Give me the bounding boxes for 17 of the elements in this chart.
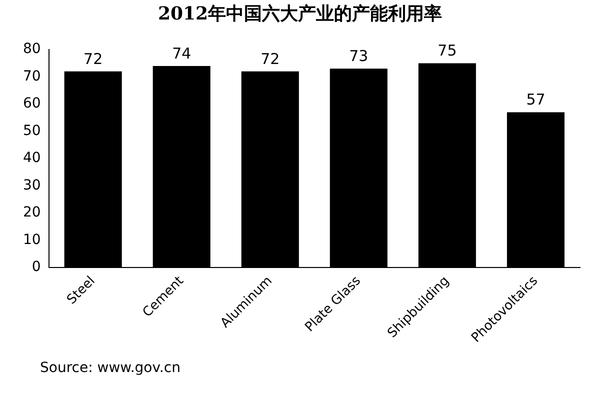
y-tick-label: 40 — [22, 150, 41, 166]
data-label: 75 — [438, 42, 457, 60]
data-label: 74 — [172, 44, 192, 62]
y-tick-label: 80 — [22, 41, 41, 58]
y-tick-label: 50 — [22, 122, 41, 139]
y-tick-label: 60 — [22, 96, 41, 112]
chart-title: 2012年中国六大产业的产能利用率 — [158, 3, 442, 24]
y-tick-label: 0 — [32, 259, 41, 276]
data-label: 72 — [260, 50, 280, 68]
y-tick-label: 70 — [22, 68, 41, 84]
source-note: Source: www.gov.cn — [40, 360, 180, 376]
y-tick-label: 30 — [22, 177, 41, 194]
data-label: 73 — [349, 47, 368, 66]
data-label: 72 — [84, 50, 103, 68]
y-tick-label: 20 — [22, 204, 41, 221]
data-label: 57 — [526, 90, 546, 109]
y-tick-label: 10 — [22, 232, 41, 248]
